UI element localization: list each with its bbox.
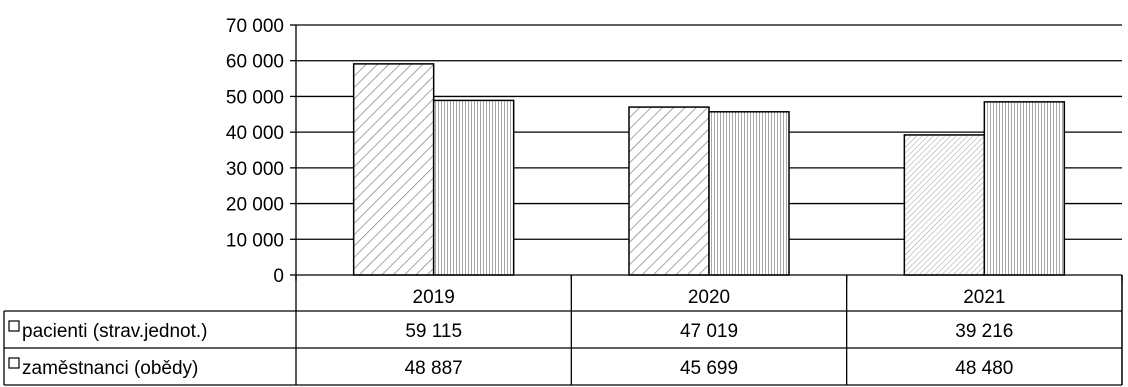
y-tick-label: 50 000 bbox=[226, 87, 284, 108]
bar-pacienti-2021 bbox=[903, 134, 986, 276]
data-label: 39 216 bbox=[955, 321, 1013, 342]
data-label: 45 699 bbox=[680, 358, 738, 379]
legend-key-zamestnanci bbox=[8, 357, 20, 369]
y-tick-label: 20 000 bbox=[226, 195, 284, 216]
bar-pacienti-2019 bbox=[352, 63, 435, 276]
y-tick-label: 60 000 bbox=[226, 52, 284, 73]
bar-zamestnanci-2019 bbox=[432, 99, 515, 276]
y-tick-label: 40 000 bbox=[226, 123, 284, 144]
y-tick-label: 10 000 bbox=[226, 230, 284, 251]
x-category-label: 2020 bbox=[688, 287, 730, 308]
legend-key-pacienti bbox=[8, 320, 20, 332]
data-label: 47 019 bbox=[680, 321, 738, 342]
x-category-label: 2021 bbox=[963, 287, 1005, 308]
data-label: 59 115 bbox=[405, 321, 462, 342]
bar-pacienti-2020 bbox=[628, 106, 710, 276]
legend-label-pacienti: pacienti (strav.jednot.) bbox=[22, 321, 208, 342]
data-label: 48 480 bbox=[955, 358, 1013, 379]
bar-zamestnanci-2021 bbox=[983, 101, 1066, 276]
y-tick-label: 30 000 bbox=[226, 159, 284, 180]
x-category-label: 2019 bbox=[413, 287, 455, 308]
y-tick-label: 70 000 bbox=[226, 16, 284, 37]
data-label: 48 887 bbox=[405, 358, 463, 379]
bar-zamestnanci-2020 bbox=[708, 111, 790, 276]
y-tick-label: 0 bbox=[273, 266, 284, 287]
legend-label-zamestnanci: zaměstnanci (obědy) bbox=[22, 358, 198, 379]
